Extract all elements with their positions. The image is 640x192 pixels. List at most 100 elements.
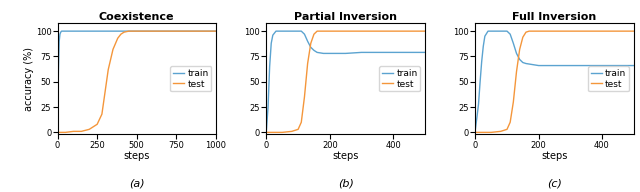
train	[566, 64, 574, 67]
train	[57, 31, 65, 33]
train	[487, 30, 495, 32]
test	[262, 131, 270, 133]
Legend: train, test: train, test	[170, 66, 211, 91]
Title: Partial Inversion: Partial Inversion	[294, 12, 397, 22]
test	[288, 130, 296, 132]
train	[304, 40, 312, 42]
train	[67, 30, 74, 32]
Legend: train, test: train, test	[379, 66, 420, 91]
train	[212, 30, 220, 32]
test	[104, 69, 112, 71]
test	[516, 48, 524, 50]
test	[301, 96, 308, 98]
test	[55, 131, 63, 133]
test	[519, 36, 527, 38]
test	[522, 31, 530, 33]
train	[497, 30, 504, 32]
train	[282, 30, 289, 32]
test	[117, 33, 125, 35]
test	[503, 128, 511, 131]
train	[275, 30, 283, 32]
train	[500, 30, 508, 32]
Line: test: test	[476, 31, 634, 132]
test	[513, 70, 520, 73]
test	[125, 30, 132, 32]
train	[61, 30, 69, 32]
train	[473, 116, 481, 118]
test	[310, 33, 318, 35]
Title: Full Inversion: Full Inversion	[513, 12, 596, 22]
train	[503, 30, 511, 32]
test	[326, 30, 333, 32]
train	[326, 52, 333, 55]
test	[304, 62, 312, 65]
train	[70, 30, 77, 32]
test	[93, 123, 101, 125]
train	[481, 35, 489, 37]
train	[268, 42, 275, 44]
Line: train: train	[58, 31, 216, 129]
train	[58, 30, 66, 32]
train	[298, 30, 305, 32]
Line: test: test	[266, 31, 425, 132]
train	[509, 42, 517, 44]
train	[288, 30, 296, 32]
train	[269, 34, 276, 36]
train	[535, 64, 543, 67]
Y-axis label: accuracy (%): accuracy (%)	[24, 47, 34, 111]
test	[269, 131, 276, 133]
Text: (b): (b)	[338, 178, 353, 188]
train	[60, 30, 67, 32]
train	[519, 61, 527, 64]
train	[278, 30, 286, 32]
test	[316, 30, 324, 32]
test	[294, 128, 302, 131]
train	[63, 30, 71, 32]
test	[529, 30, 536, 32]
train	[291, 30, 299, 32]
test	[506, 121, 514, 123]
Line: test: test	[58, 31, 216, 132]
train	[56, 33, 64, 35]
train	[550, 64, 558, 67]
train	[262, 128, 270, 131]
train	[513, 52, 520, 55]
test	[109, 48, 117, 50]
train	[266, 65, 273, 68]
train	[133, 30, 141, 32]
test	[535, 30, 543, 32]
train	[313, 51, 321, 54]
test	[358, 30, 365, 32]
train	[630, 64, 637, 67]
train	[479, 45, 487, 47]
test	[148, 30, 156, 32]
train	[476, 81, 484, 83]
test	[98, 113, 106, 115]
Title: Coexistence: Coexistence	[99, 12, 175, 22]
train	[358, 51, 365, 54]
X-axis label: steps: steps	[124, 151, 150, 161]
train	[522, 62, 530, 65]
X-axis label: steps: steps	[541, 151, 568, 161]
train	[529, 63, 536, 66]
Text: (a): (a)	[129, 178, 145, 188]
train	[319, 52, 327, 55]
test	[61, 131, 69, 133]
test	[54, 131, 61, 133]
train	[342, 52, 349, 55]
X-axis label: steps: steps	[332, 151, 359, 161]
train	[164, 30, 172, 32]
train	[294, 30, 302, 32]
test	[497, 130, 504, 132]
train	[484, 30, 492, 32]
test	[525, 30, 533, 32]
train	[60, 30, 68, 32]
train	[55, 40, 63, 42]
train	[301, 33, 308, 35]
train	[272, 30, 280, 32]
test	[70, 130, 77, 132]
train	[307, 46, 315, 49]
test	[164, 30, 172, 32]
test	[180, 30, 188, 32]
train	[264, 106, 272, 108]
